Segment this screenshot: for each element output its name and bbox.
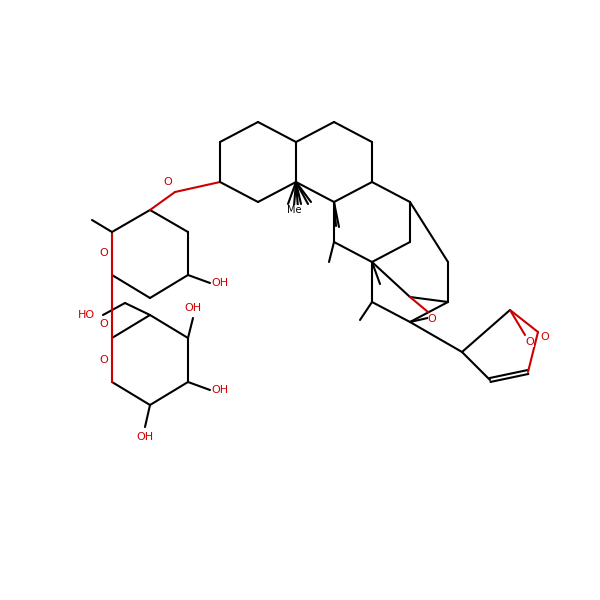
Text: O: O bbox=[100, 319, 109, 329]
Text: O: O bbox=[100, 248, 109, 259]
Text: OH: OH bbox=[184, 303, 202, 313]
Text: O: O bbox=[428, 314, 436, 324]
Text: OH: OH bbox=[211, 278, 229, 288]
Text: O: O bbox=[164, 177, 172, 187]
Text: OH: OH bbox=[136, 432, 154, 442]
Text: O: O bbox=[526, 337, 535, 347]
Text: HO: HO bbox=[78, 310, 95, 320]
Text: Me: Me bbox=[287, 205, 301, 215]
Text: O: O bbox=[100, 355, 109, 365]
Text: OH: OH bbox=[211, 385, 229, 395]
Text: O: O bbox=[541, 332, 550, 342]
